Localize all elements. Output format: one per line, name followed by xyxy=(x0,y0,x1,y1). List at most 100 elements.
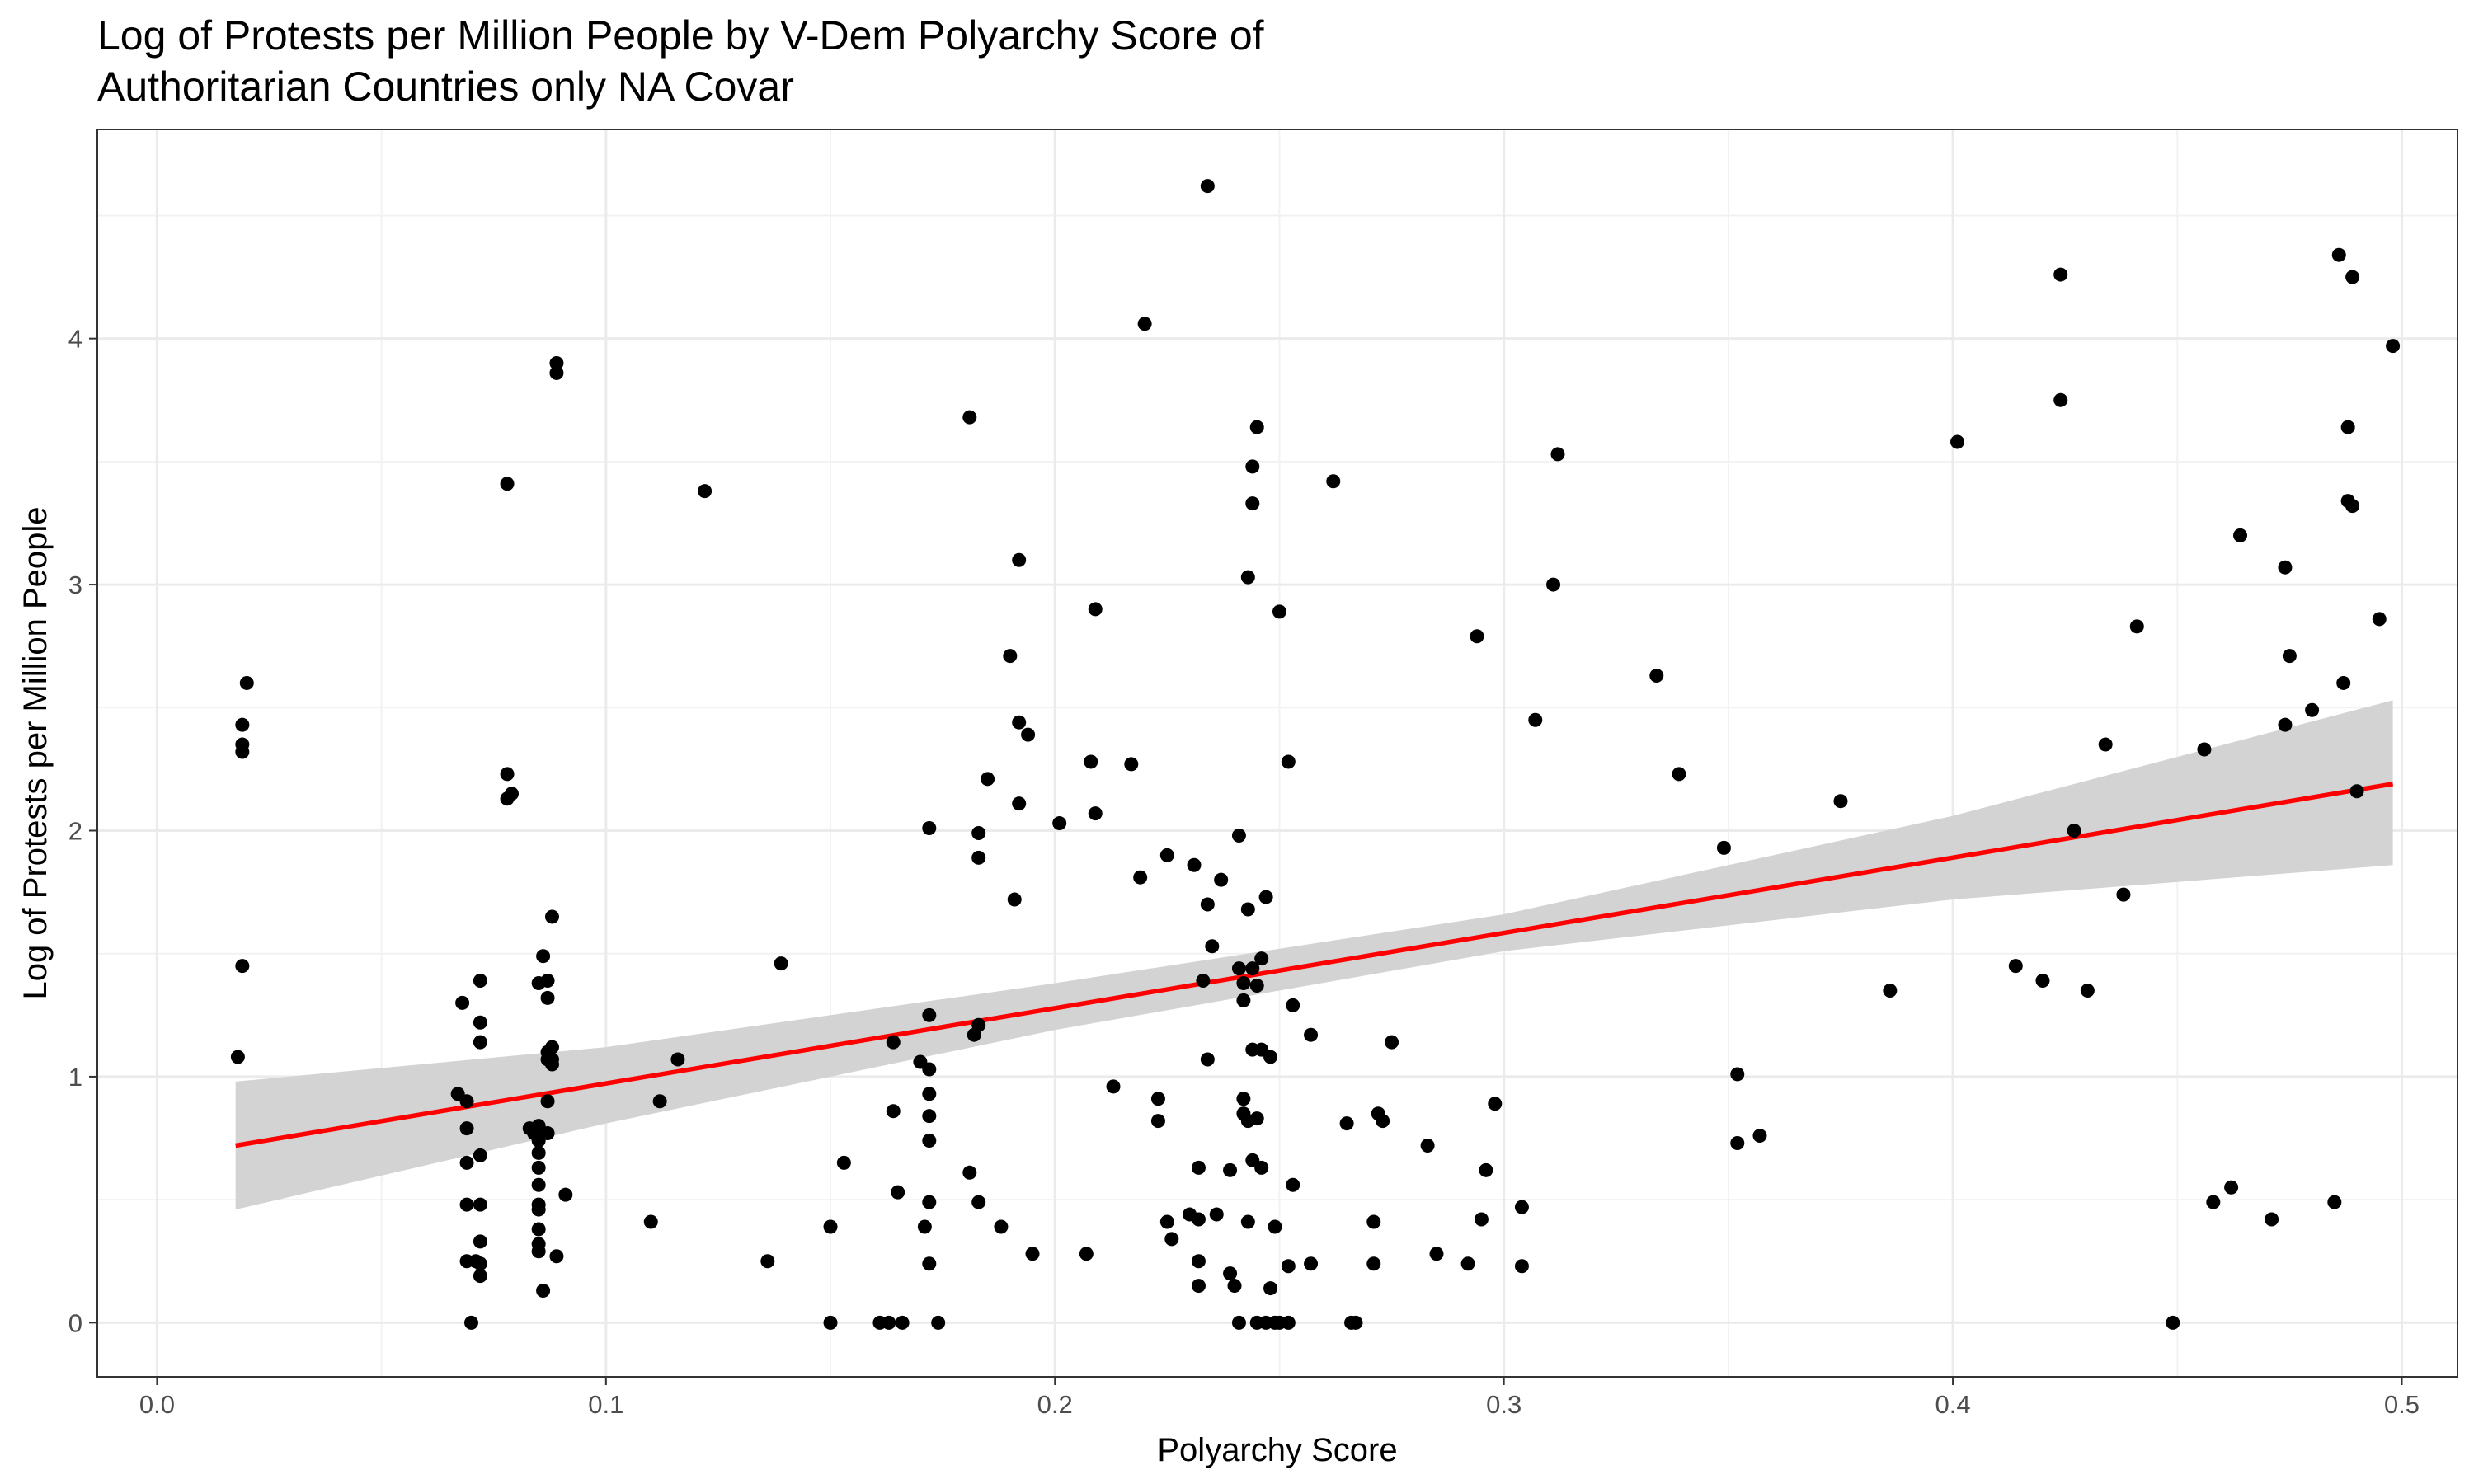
data-point xyxy=(473,1035,487,1050)
data-points xyxy=(230,179,2401,1330)
data-point xyxy=(2206,1195,2221,1209)
data-point xyxy=(774,956,788,971)
data-point xyxy=(922,1256,937,1271)
data-point xyxy=(2197,742,2212,757)
data-point xyxy=(239,675,254,690)
regression-line xyxy=(235,782,2394,1148)
data-point xyxy=(540,990,555,1005)
data-point xyxy=(1012,715,1027,730)
data-point xyxy=(2345,499,2360,514)
data-point xyxy=(836,1155,851,1170)
data-point xyxy=(2233,528,2248,542)
data-point xyxy=(1084,754,1098,769)
data-point xyxy=(1223,1266,1238,1281)
data-point xyxy=(1479,1162,1493,1177)
data-point xyxy=(1429,1247,1444,1261)
data-point xyxy=(1088,806,1103,821)
data-point xyxy=(536,949,551,964)
data-point xyxy=(1550,447,1565,462)
data-point xyxy=(459,1121,474,1136)
data-point xyxy=(1021,727,1036,742)
data-point xyxy=(1200,1052,1215,1067)
data-point xyxy=(1883,983,1898,998)
data-point xyxy=(531,1145,546,1160)
data-point xyxy=(922,1109,937,1124)
y-tick-label: 2 xyxy=(68,817,82,846)
data-point xyxy=(1124,757,1139,772)
data-point xyxy=(540,1094,555,1109)
data-point xyxy=(917,1219,932,1234)
data-point xyxy=(455,995,470,1010)
data-point xyxy=(922,1195,937,1209)
data-point xyxy=(549,356,564,371)
data-point xyxy=(2336,675,2351,690)
data-point xyxy=(1236,993,1251,1007)
data-point xyxy=(981,772,995,787)
data-point xyxy=(823,1219,838,1234)
data-point xyxy=(1254,1160,1269,1175)
data-point xyxy=(1460,1256,1475,1271)
data-point xyxy=(1249,1111,1264,1126)
data-point xyxy=(1272,604,1286,619)
data-point xyxy=(549,1249,564,1264)
data-point xyxy=(1106,1079,1121,1094)
data-point xyxy=(1326,474,1341,489)
data-point xyxy=(1150,1114,1165,1129)
x-tick-label: 0.2 xyxy=(1037,1390,1073,1419)
data-point xyxy=(891,1185,905,1200)
data-point xyxy=(1470,629,1484,644)
data-point xyxy=(1263,1281,1278,1296)
data-point xyxy=(235,744,250,759)
data-point xyxy=(2098,737,2113,752)
data-point xyxy=(230,1050,245,1064)
data-point xyxy=(670,1052,685,1067)
data-point xyxy=(1012,552,1027,567)
data-point xyxy=(1304,1027,1319,1042)
data-point xyxy=(1191,1254,1206,1269)
data-point xyxy=(922,1087,937,1101)
data-point xyxy=(1258,890,1273,904)
data-point xyxy=(1025,1247,1040,1261)
data-point xyxy=(1514,1200,1529,1214)
data-point xyxy=(922,1134,937,1148)
data-point xyxy=(1133,870,1148,885)
data-point xyxy=(544,1040,559,1054)
data-point xyxy=(459,1155,474,1170)
data-point xyxy=(1231,828,1246,843)
data-point xyxy=(558,1187,573,1202)
chart-title-line-1: Log of Protests per Million People by V-… xyxy=(97,12,1264,59)
data-point xyxy=(1376,1114,1390,1129)
data-point xyxy=(922,1062,937,1077)
data-point xyxy=(1245,496,1260,511)
data-point xyxy=(463,1315,478,1330)
data-point xyxy=(1254,951,1269,966)
data-point xyxy=(500,477,515,491)
data-point xyxy=(1079,1247,1094,1261)
data-point xyxy=(1200,179,1215,194)
data-point xyxy=(2053,392,2068,407)
data-point xyxy=(1245,459,1260,474)
confidence-band xyxy=(235,700,2393,1210)
data-point xyxy=(531,1222,546,1237)
data-point xyxy=(1227,1279,1242,1294)
data-point xyxy=(1240,1214,1255,1229)
data-point xyxy=(1231,1315,1246,1330)
x-tick-label: 0.5 xyxy=(2384,1390,2420,1419)
data-point xyxy=(2080,983,2095,998)
data-point xyxy=(1281,754,1296,769)
data-point xyxy=(2345,270,2360,284)
data-point xyxy=(886,1104,901,1119)
data-point xyxy=(698,484,713,499)
data-point xyxy=(1191,1279,1206,1294)
data-point xyxy=(1281,1315,1296,1330)
data-point xyxy=(2349,784,2364,799)
panel-border xyxy=(96,129,2458,1378)
data-point xyxy=(473,1015,487,1030)
x-tick-label: 0.3 xyxy=(1486,1390,1522,1419)
data-point xyxy=(473,974,487,989)
data-point xyxy=(1730,1067,1745,1082)
data-point xyxy=(544,1057,559,1072)
data-point xyxy=(1263,1050,1278,1064)
data-point xyxy=(2053,267,2068,282)
data-point xyxy=(235,959,250,974)
